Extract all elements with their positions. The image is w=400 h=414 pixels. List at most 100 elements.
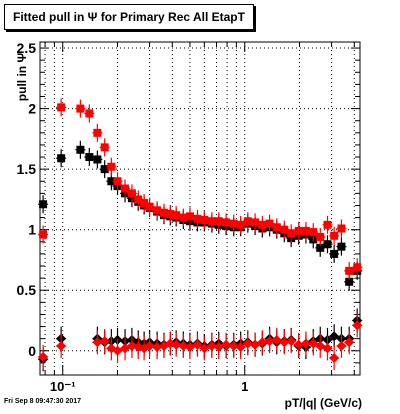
data-point-diamond (144, 340, 155, 351)
data-point-diamond (152, 342, 163, 353)
data-point-square (330, 231, 339, 240)
data-point-square (337, 224, 346, 233)
data-point-square (100, 165, 109, 174)
data-point-diamond (242, 338, 253, 349)
data-point-square (287, 229, 296, 238)
y-tick-label: 1 (28, 222, 36, 238)
y-tick-label: 2.5 (17, 40, 37, 56)
data-point-square (166, 209, 175, 218)
data-point-diamond (235, 342, 246, 353)
x-tick-label: 1 (241, 379, 248, 394)
data-point-square (107, 162, 116, 171)
data-point-diamond (344, 337, 355, 348)
data-point-diamond (322, 343, 333, 354)
data-point-square (159, 208, 168, 217)
data-point-square (272, 223, 281, 232)
data-point-square (172, 211, 181, 220)
data-point-diamond (56, 340, 67, 351)
data-point-square (214, 217, 223, 226)
data-point-diamond (300, 338, 311, 349)
data-point-square (57, 154, 66, 163)
data-point-diamond (271, 334, 282, 345)
y-axis-label: pull in Ψ (15, 52, 29, 102)
data-point-square (207, 217, 216, 226)
data-point-square (316, 243, 325, 252)
data-point-diamond (264, 336, 275, 347)
data-point-diamond (192, 339, 203, 350)
data-point-square (76, 145, 85, 154)
data-point-square (193, 214, 202, 223)
data-point-square (113, 177, 122, 186)
data-point-square (258, 220, 267, 229)
data-point-square (200, 216, 209, 225)
data-point-diamond (184, 342, 195, 353)
data-point-square (185, 212, 194, 221)
data-point-square (236, 220, 245, 229)
data-point-square (134, 195, 143, 204)
timestamp: Fri Sep 8 09:47:30 2017 (4, 398, 82, 405)
data-point-square (323, 220, 332, 229)
data-point-square (330, 249, 339, 258)
data-point-square (39, 200, 48, 209)
data-point-square (251, 218, 260, 227)
y-tick-label: 0 (28, 343, 36, 359)
data-point-square (309, 228, 318, 237)
data-point-square (294, 226, 303, 235)
data-point-square (140, 199, 149, 208)
data-point-square (222, 218, 231, 227)
x-tick-label: 10⁻¹ (50, 379, 76, 394)
data-point-square (316, 232, 325, 241)
data-point-square (93, 128, 102, 137)
y-tick-label: 0.5 (17, 282, 37, 298)
data-point-square (179, 213, 188, 222)
data-point-square (153, 206, 162, 215)
data-point-square (323, 240, 332, 249)
data-point-diamond (199, 343, 210, 354)
data-point-diamond (38, 351, 49, 362)
data-point-diamond (112, 345, 123, 356)
data-point-square (121, 184, 130, 193)
plot-grid (40, 42, 360, 375)
data-point-diamond (329, 353, 340, 364)
plot-frame (39, 41, 361, 376)
data-point-diamond (352, 320, 363, 331)
data-point-square (76, 104, 85, 113)
plot-title: Fitted pull in Ψ for Primary Rec All Eta… (4, 4, 254, 30)
data-point-diamond (286, 336, 297, 347)
data-point-square (85, 109, 94, 118)
y-tick-label: 2 (28, 101, 36, 117)
data-point-square (57, 103, 66, 112)
data-point-diamond (279, 337, 290, 348)
data-point-square (280, 225, 289, 234)
data-point-diamond (221, 339, 232, 350)
data-point-square (127, 189, 136, 198)
data-point-diamond (99, 336, 110, 347)
data-point-diamond (336, 340, 347, 351)
data-point-square (301, 226, 310, 235)
data-point-square (93, 155, 102, 164)
data-point-diamond (293, 339, 304, 350)
data-point-diamond (206, 340, 217, 351)
data-point-square (100, 143, 109, 152)
data-point-diamond (228, 340, 239, 351)
data-point-diamond (171, 339, 182, 350)
data-point-square (39, 230, 48, 239)
plot-marks (38, 98, 363, 372)
data-point-square (337, 242, 346, 251)
data-point-diamond (92, 337, 103, 348)
data-point-diamond (126, 340, 137, 351)
data-point-square (145, 202, 154, 211)
data-point-square (353, 263, 362, 272)
data-point-square (107, 177, 116, 186)
data-point-diamond (257, 337, 268, 348)
y-tick-label: 1.5 (17, 161, 37, 177)
data-point-square (85, 153, 94, 162)
data-point-square (229, 219, 238, 228)
data-point-square (345, 277, 354, 286)
data-point-diamond (178, 340, 189, 351)
data-point-square (265, 219, 274, 228)
x-axis-label: pT/|q| (GeV/c) (284, 396, 362, 410)
data-point-square (345, 266, 354, 275)
data-point-square (243, 217, 252, 226)
